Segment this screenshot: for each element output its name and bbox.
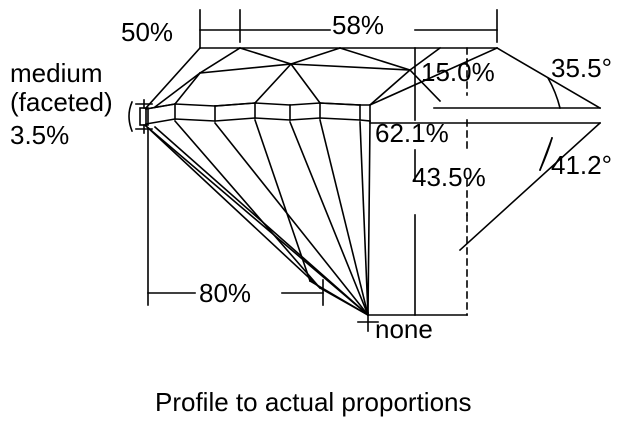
lower-girdle-facet-dimension [147,127,324,306]
girdle-thickness-percent-label: 3.5% [10,120,70,150]
crown-top-span-label: 50% [121,17,174,47]
pavilion-facet-lines [144,118,370,317]
pavilion-depth-label: 43.5% [412,162,486,192]
figure-caption: Profile to actual proportions [155,387,472,417]
girdle-plane-reference-lines [369,107,601,124]
culet-size-label: none [375,314,433,344]
total-depth-label: 62.1% [375,118,449,148]
crown-outline [144,46,499,110]
girdle-thickness-description-line1: medium [10,58,103,88]
crown-facet-lines [145,46,442,110]
pavilion-outline [144,121,371,317]
pavilion-angle-indicator [458,121,602,252]
lower-girdle-facet-label: 80% [199,278,252,308]
table-width-label: 58% [332,10,385,40]
crown-angle-indicator [495,46,602,110]
crown-height-label: 15.0% [421,57,495,87]
girdle-thickness-description-line2: (faceted) [10,87,113,117]
pavilion-angle-label: 41.2° [551,150,613,180]
top-dimension-extension-lines [199,9,498,49]
crown-angle-label: 35.5° [551,53,613,83]
culet-marker [357,312,379,332]
girdle-band [139,102,371,126]
